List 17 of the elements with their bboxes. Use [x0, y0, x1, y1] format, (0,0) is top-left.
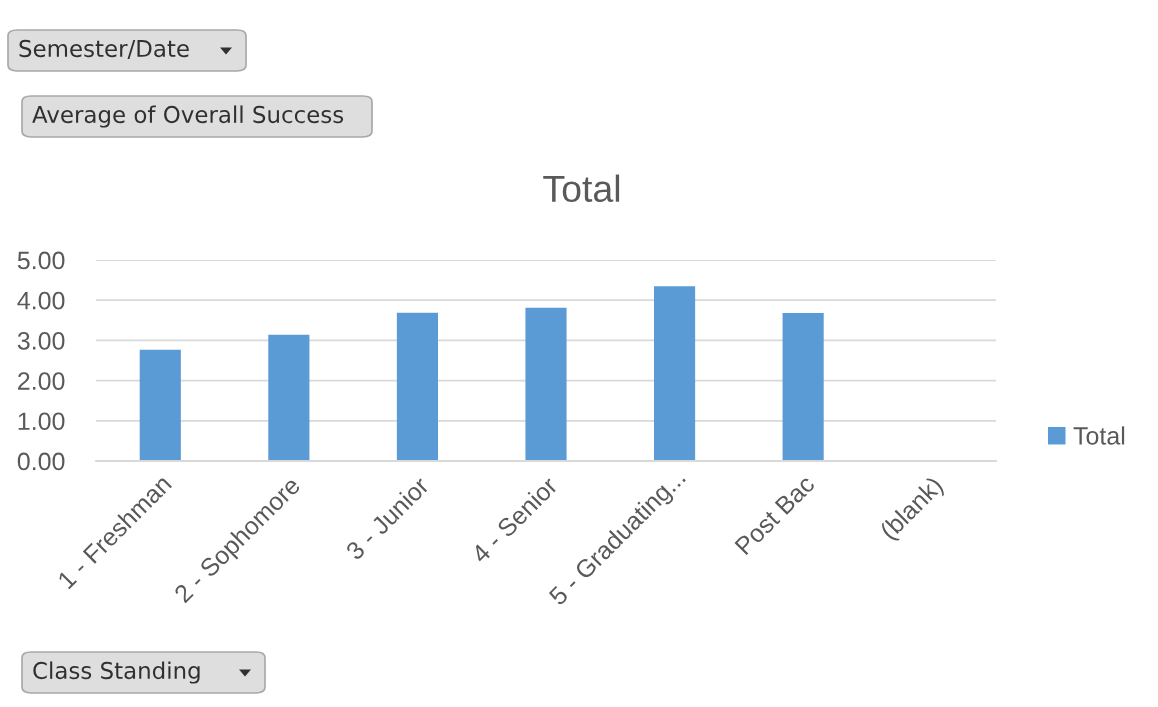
- y-tick-label: 4.00: [17, 291, 65, 310]
- bar: [139, 349, 181, 461]
- text: Class Standing: [33, 661, 200, 684]
- y-tick-label: 0.00: [17, 452, 65, 471]
- y-tick-label: 3.00: [17, 332, 65, 350]
- bar: [525, 307, 567, 461]
- chart-title: Total: [543, 174, 620, 203]
- bar: [268, 334, 310, 461]
- bar: [654, 286, 696, 461]
- bar: [396, 312, 438, 461]
- y-tick-label: 1.00: [18, 412, 65, 431]
- y-tick-label: 2.00: [18, 372, 65, 390]
- text: Average of Overall Success: [32, 105, 344, 128]
- y-tick-label: 5.00: [17, 251, 65, 270]
- bar: [782, 313, 824, 461]
- legend-label: Total: [1073, 426, 1125, 445]
- text: Semester/Date: [19, 39, 189, 59]
